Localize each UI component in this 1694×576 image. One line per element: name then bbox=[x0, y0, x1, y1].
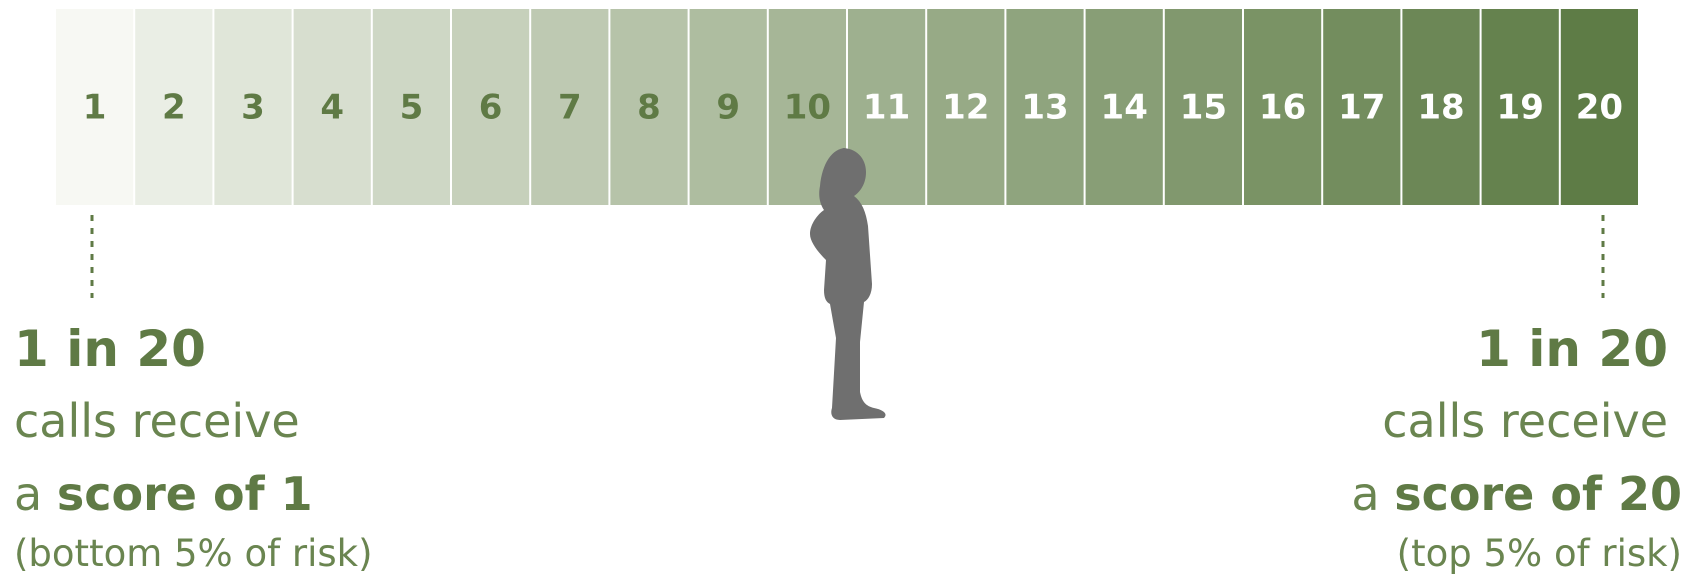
scale-number: 2 bbox=[162, 88, 186, 128]
scale-number: 1 bbox=[83, 88, 107, 128]
scale-number: 16 bbox=[1259, 88, 1306, 128]
scale-number: 3 bbox=[241, 88, 265, 128]
scale-number: 11 bbox=[863, 88, 910, 128]
risk-scale-infographic: 1234567891011121314151617181920 1 in 20 … bbox=[0, 0, 1694, 576]
scale-number: 5 bbox=[400, 88, 424, 128]
right-headline: 1 in 20 bbox=[1476, 320, 1668, 378]
left-headline: 1 in 20 bbox=[14, 320, 206, 378]
scale-number: 12 bbox=[942, 88, 989, 128]
right-line2-bold: score of 20 bbox=[1394, 467, 1682, 521]
scale-number: 6 bbox=[479, 88, 503, 128]
scale-number: 14 bbox=[1101, 88, 1148, 128]
left-line2-bold: score of 1 bbox=[57, 467, 313, 521]
right-line2-prefix: a bbox=[1351, 467, 1379, 521]
right-line2: a score of 20 bbox=[1351, 467, 1682, 521]
scale-number: 9 bbox=[716, 88, 740, 128]
scale-number: 8 bbox=[637, 88, 661, 128]
right-line1: calls receive bbox=[1382, 394, 1668, 448]
left-line2: a score of 1 bbox=[14, 467, 313, 521]
scale-number: 19 bbox=[1497, 88, 1544, 128]
scale-number: 10 bbox=[784, 88, 831, 128]
scale-number: 17 bbox=[1338, 88, 1385, 128]
scale-number: 4 bbox=[320, 88, 344, 128]
scale-number: 7 bbox=[558, 88, 582, 128]
left-note: (bottom 5% of risk) bbox=[14, 532, 373, 575]
scale-number: 18 bbox=[1417, 88, 1464, 128]
left-line2-prefix: a bbox=[14, 467, 42, 521]
scale-number: 13 bbox=[1021, 88, 1068, 128]
right-note: (top 5% of risk) bbox=[1397, 532, 1682, 575]
left-line1: calls receive bbox=[14, 394, 300, 448]
scale-number: 15 bbox=[1180, 88, 1227, 128]
scale-number: 20 bbox=[1576, 88, 1623, 128]
